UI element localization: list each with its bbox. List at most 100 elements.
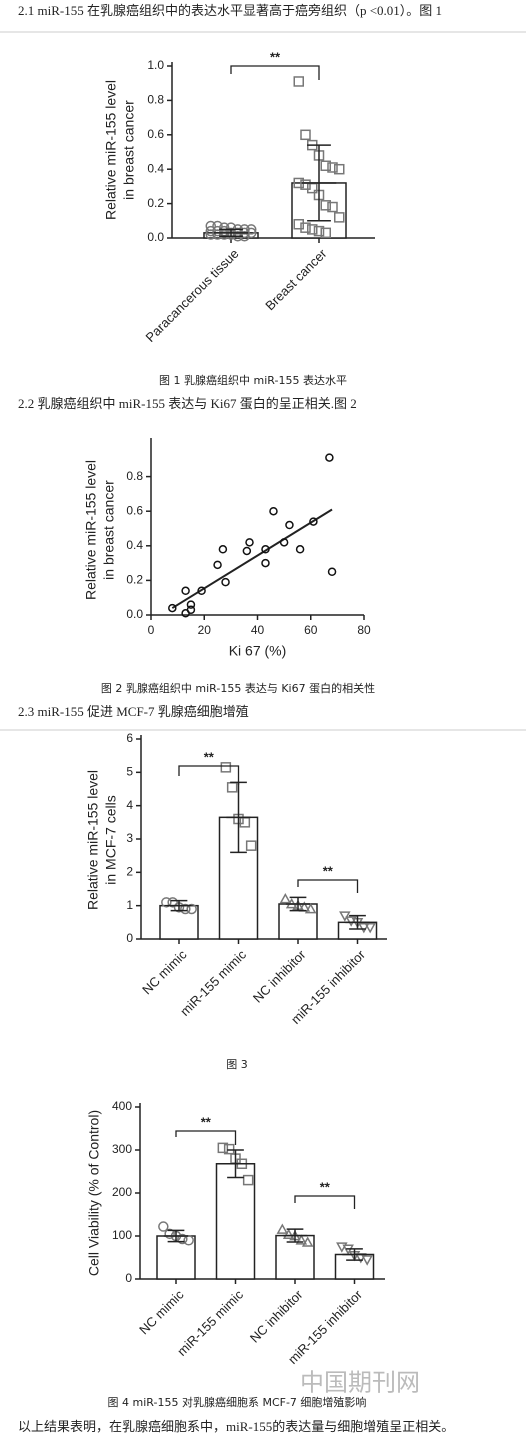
y-tick-label: 2	[126, 865, 133, 879]
y-tick-label: 300	[112, 1142, 132, 1156]
data-point	[161, 897, 172, 908]
data-point	[180, 903, 191, 915]
x-tick-label: NC mimic	[139, 947, 190, 998]
y-tick-label: 0.6	[147, 127, 164, 141]
data-point	[181, 586, 190, 596]
data-point	[220, 762, 232, 773]
data-point	[327, 201, 338, 213]
y-tick-label: 6	[126, 731, 133, 745]
y-tick-label: 0.6	[126, 503, 143, 517]
y-tick-label: 5	[126, 765, 133, 779]
error-bar	[285, 896, 311, 912]
data-point	[177, 1233, 188, 1245]
error-bar	[342, 1248, 367, 1261]
y-tick-label: 0.4	[126, 538, 143, 552]
data-point	[279, 538, 289, 547]
y-tick-label: 1.0	[147, 58, 164, 72]
data-point	[217, 1142, 229, 1154]
data-point	[313, 225, 325, 237]
x-tick-label: NC inhibitor	[250, 946, 309, 1005]
significance-bracket	[175, 1130, 237, 1145]
significance-label: **	[270, 49, 281, 64]
bar	[215, 1163, 256, 1280]
data-point	[304, 902, 317, 914]
caption: 图 3	[226, 1058, 248, 1071]
y-tick-label: 200	[112, 1185, 132, 1199]
data-point	[226, 782, 238, 793]
data-point	[300, 179, 311, 190]
data-point	[167, 897, 178, 908]
data-point	[334, 163, 345, 175]
paragraph: 2.2 乳腺癌组织中 miR-155 表达与 Ki67 蛋白的呈正相关.图 2	[18, 396, 357, 411]
error-bar	[345, 914, 370, 930]
data-point	[334, 212, 345, 223]
data-point	[213, 560, 222, 570]
data-point	[223, 1143, 235, 1155]
x-tick-label: 20	[198, 623, 212, 637]
data-point	[300, 129, 311, 141]
data-point	[301, 1236, 314, 1247]
data-point	[320, 160, 331, 172]
y-tick-label: 0.8	[147, 93, 164, 107]
y-tick-label: 400	[112, 1099, 132, 1113]
y-tick-label: 0.2	[126, 573, 143, 587]
y-tick-label: 0	[125, 1271, 132, 1285]
x-tick-label: NC inhibitor	[247, 1286, 306, 1345]
data-point	[242, 546, 252, 556]
paragraph: 以上结果表明，在乳腺癌细胞系中，miR-155的表达量与细胞增殖呈正相关。	[18, 1419, 454, 1434]
paragraph: 2.3 miR-155 促进 MCF-7 乳腺癌细胞增殖	[18, 704, 249, 719]
caption: 图 2 乳腺癌组织中 miR-155 表达与 Ki67 蛋白的相关性	[101, 681, 375, 695]
x-tick-label: 0	[148, 623, 155, 637]
trend-line	[171, 508, 333, 609]
y-axis-label: Relative miR-155 level	[83, 460, 99, 600]
y-axis-label: Relative miR-155 level	[103, 80, 119, 220]
y-tick-label: 100	[112, 1228, 132, 1242]
error-bar	[163, 1229, 189, 1243]
significance-label: **	[204, 749, 215, 764]
data-point	[158, 1221, 169, 1232]
data-point	[186, 600, 196, 609]
data-point	[325, 453, 334, 462]
error-bar	[301, 144, 337, 222]
data-point	[186, 605, 196, 615]
x-tick-label: 60	[304, 623, 318, 637]
data-point	[218, 545, 228, 554]
x-tick-label: 40	[251, 623, 265, 637]
y-axis-label: Cell Viability (% of Control)	[86, 1110, 102, 1276]
data-point	[183, 1235, 194, 1246]
data-point	[245, 840, 257, 851]
error-bar	[213, 228, 249, 238]
x-tick-label: Paracancerous tissue	[143, 246, 242, 345]
y-tick-label: 0.8	[126, 469, 143, 483]
y-tick-label: 0.0	[126, 607, 143, 621]
data-point	[293, 218, 304, 230]
data-point	[361, 1255, 373, 1266]
data-point	[269, 506, 278, 516]
significance-label: **	[323, 863, 334, 878]
significance-bracket	[230, 65, 320, 80]
x-axis-label: Ki 67 (%)	[229, 643, 287, 659]
y-axis-label: Relative miR-155 level	[85, 770, 101, 910]
data-point	[168, 603, 177, 613]
data-point	[221, 577, 230, 587]
caption: 图 1 乳腺癌组织中 miR-155 表达水平	[159, 373, 347, 387]
data-point	[212, 229, 223, 240]
x-tick-label: 80	[357, 623, 371, 637]
bar	[156, 1235, 196, 1280]
data-point	[295, 1234, 308, 1245]
y-axis-label: in breast cancer	[101, 480, 117, 580]
y-tick-label: 4	[126, 798, 133, 812]
data-point	[242, 1174, 254, 1186]
y-tick-label: 1	[126, 898, 133, 912]
paragraph: 2.1 miR-155 在乳腺癌组织中的表达水平显著高于癌旁组织（p <0.01…	[18, 3, 442, 18]
significance-bracket	[297, 879, 359, 893]
caption: 图 4 miR-155 对乳腺癌细胞系 MCF-7 细胞增殖影响	[108, 1395, 367, 1409]
significance-label: **	[320, 1179, 331, 1194]
y-tick-label: 0.4	[147, 161, 164, 175]
data-point	[285, 520, 294, 530]
y-tick-label: 0	[126, 931, 133, 945]
data-point	[295, 545, 305, 554]
data-point	[276, 1223, 289, 1234]
data-point	[186, 903, 197, 915]
y-axis-label: in MCF-7 cells	[103, 795, 119, 884]
